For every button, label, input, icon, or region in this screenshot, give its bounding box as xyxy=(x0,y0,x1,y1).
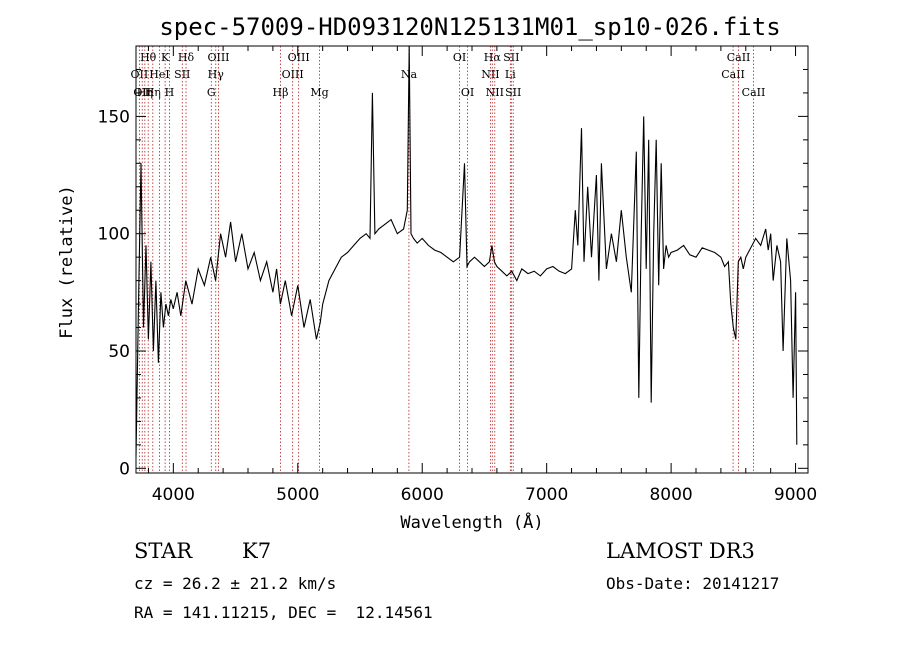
line-marker-label: Hη xyxy=(145,86,161,99)
line-marker-label: Hη xyxy=(137,86,153,99)
line-marker-label: Hδ xyxy=(178,51,195,64)
object-class: STAR xyxy=(134,539,193,563)
line-marker-label: OII xyxy=(133,86,151,99)
line-marker-label: SII xyxy=(503,51,519,64)
x-tick-label: 7000 xyxy=(525,485,568,505)
y-tick-label: 100 xyxy=(98,225,130,245)
x-axis-label: Wavelength (Å) xyxy=(400,511,543,533)
line-marker-label: SII xyxy=(174,68,190,81)
line-marker-label: Mg xyxy=(310,86,328,99)
line-marker-label: Hγ xyxy=(208,68,225,81)
x-tick-label: 4000 xyxy=(152,485,195,505)
coordinates-readout: RA = 141.11215, DEC = 12.14561 xyxy=(134,603,433,622)
redshift-readout: cz = 26.2 ± 21.2 km/s xyxy=(134,574,337,593)
x-tick-label: 9000 xyxy=(774,485,817,505)
spectral-line-markers: OIIOIIHηHθHηHeIKHSIIHδGHγOIIIHβOIIIOIIIM… xyxy=(131,46,766,473)
line-marker-label: NII xyxy=(481,68,499,81)
line-marker-label: H xyxy=(165,86,175,99)
y-axis-label: Flux (relative) xyxy=(57,185,77,339)
chart-title: spec-57009-HD093120N125131M01_sp10-026.f… xyxy=(159,13,780,41)
object-subclass: K7 xyxy=(242,539,272,563)
x-tick-label: 8000 xyxy=(649,485,692,505)
line-marker-label: CaII xyxy=(727,51,751,64)
line-marker-label: OIII xyxy=(282,68,304,81)
line-marker-label: NII xyxy=(486,86,504,99)
line-marker-label: CaII xyxy=(721,68,745,81)
line-marker-label: OI xyxy=(461,86,474,99)
y-tick-label: 50 xyxy=(108,342,130,362)
line-marker-label: Hθ xyxy=(140,51,157,64)
x-tick-label: 5000 xyxy=(276,485,319,505)
line-marker-label: OIII xyxy=(207,51,229,64)
line-marker-label: K xyxy=(161,51,170,64)
line-marker-label: OIII xyxy=(288,51,310,64)
y-axis: 0 50 100 150 xyxy=(98,68,808,479)
line-marker-label: OII xyxy=(131,68,149,81)
line-marker-label: HeI xyxy=(149,68,169,81)
obs-date: Obs-Date: 20141217 xyxy=(606,574,780,593)
spectrum-series-line xyxy=(135,45,798,457)
x-tick-label: 6000 xyxy=(401,485,444,505)
x-axis: 4000 5000 6000 7000 8000 9000 xyxy=(147,46,817,505)
line-marker-label: Hβ xyxy=(273,86,289,99)
line-marker-label: Li xyxy=(505,68,516,81)
line-marker-label: Hα xyxy=(484,51,502,64)
y-tick-label: 0 xyxy=(119,459,130,479)
line-marker-label: CaII xyxy=(742,86,766,99)
line-marker-label: G xyxy=(207,86,216,99)
line-marker-label: SII xyxy=(505,86,521,99)
y-tick-label: 150 xyxy=(98,107,130,127)
survey-name: LAMOST DR3 xyxy=(606,539,755,563)
line-marker-label: OI xyxy=(453,51,466,64)
